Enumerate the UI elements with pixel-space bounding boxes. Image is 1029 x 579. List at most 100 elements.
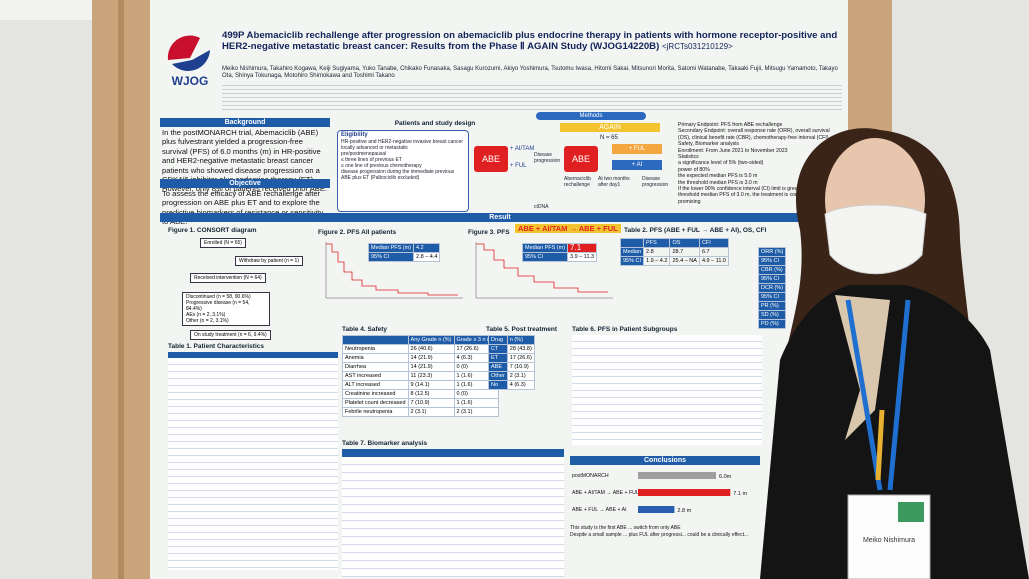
cell: 28.7 bbox=[669, 247, 700, 257]
figure-subtitle: All patients bbox=[361, 229, 397, 236]
sample-size: N = 65 bbox=[600, 135, 618, 141]
cell: 14 (21.9) bbox=[407, 362, 455, 372]
consort-text: AEs (n = 2, 3.1%) bbox=[186, 312, 226, 318]
cell: 2.8 – 4.4 bbox=[413, 252, 441, 262]
endpoint-item: Secondary Endpoint: overall response rat… bbox=[678, 128, 830, 148]
header-cell: PFS bbox=[643, 238, 671, 248]
cell: Neutropenia bbox=[342, 344, 409, 354]
cell: 2 (3.1) bbox=[506, 371, 535, 381]
cell: Median bbox=[619, 247, 645, 257]
eligibility-item: HR-positive and HER2-negative invasive b… bbox=[341, 139, 464, 145]
cell: Median PFS (m) bbox=[367, 243, 415, 253]
table-title: Table 6. PFS in Patient Subgroups bbox=[572, 326, 678, 333]
header-cell bbox=[619, 238, 645, 248]
header-cell: n (%) bbox=[506, 335, 535, 345]
table-wrap: ORR (%) 95% CI CBR (%) 95% CI DCR (%) 95% CI P… bbox=[757, 247, 787, 329]
arm-label: + FUL bbox=[510, 163, 527, 169]
consort-text: Progressive disease (n = 54, 84.4%) bbox=[186, 300, 250, 312]
table-row: AST increased 11 (23.3) 1 (1.6) bbox=[342, 371, 499, 381]
table-title: Table 2. PFS (ABE + FUL → ABE + AI), OS,… bbox=[624, 227, 767, 234]
eligibility-item: disease progression during the immediate… bbox=[341, 169, 455, 181]
section-heading: Patients and study design bbox=[394, 120, 476, 127]
conclusion-chart: postMONARCH 6.0m ABE + AI/TAM → ABE + FUL 7… bbox=[572, 472, 747, 514]
cell: AST increased bbox=[342, 371, 409, 381]
cell: 2 (3.1) bbox=[407, 407, 455, 417]
endpoint-item: Primary Endpoint: PFS from ABE rechallen… bbox=[678, 122, 783, 128]
conclusion-point: This study is the first ABE ... switch f… bbox=[570, 525, 681, 531]
table-title: Table 4. Safety bbox=[342, 326, 388, 333]
figure-title: Figure 2. PFS All patients bbox=[318, 229, 396, 236]
cell: 7 (10.9) bbox=[407, 398, 455, 408]
table: PFS OS CFI Median 2.8 28.7 6.7 95% CI 1.9 – 4.2 2… bbox=[619, 238, 730, 266]
arm-label: + FUL bbox=[612, 144, 662, 154]
badge-name: Meiko Nishimura bbox=[863, 537, 915, 544]
km-plot bbox=[475, 242, 613, 299]
logo-mark bbox=[172, 50, 210, 71]
table-row: 95% CI 1.9 – 4.2 25.4 – NA 4.9 – 11.0 bbox=[619, 256, 730, 266]
value-label: 6.0m bbox=[719, 474, 732, 480]
cell: PD (%) bbox=[757, 319, 787, 329]
bar-label: postMONARCH bbox=[572, 473, 609, 479]
header-cell: OS bbox=[669, 238, 700, 248]
cell: 26 (40.6) bbox=[407, 344, 455, 354]
figure-title-text: Figure 2. PFS bbox=[318, 229, 360, 236]
consort-box: On study treatment (n = 6, 9.4%) bbox=[190, 330, 271, 340]
cell: 1.9 – 4.2 bbox=[643, 256, 671, 266]
cell: 7 (10.9) bbox=[506, 362, 535, 372]
result-banner: ABE + AI/TAM → ABE + FUL bbox=[515, 224, 621, 233]
consort-box: Discontinued (n = 58, 90.6%) Progressive… bbox=[182, 292, 270, 326]
table-body bbox=[168, 352, 338, 570]
endpoint-item: Enrollment: From June 2021 to November 2… bbox=[678, 147, 788, 154]
logo: WJOG bbox=[167, 35, 210, 88]
conclusion-point: Despite a small sample ... plus FUL afte… bbox=[570, 532, 749, 538]
logo-text: WJOG bbox=[172, 74, 209, 88]
header-cell bbox=[342, 335, 409, 345]
table-title: Table 1. Patient Characteristics bbox=[168, 343, 264, 350]
cell: 17 (26.6) bbox=[506, 353, 535, 363]
table-wrap: Drug n (%) CT 28 (43.8) ET 17 (26.6) ABE 7 (10.… bbox=[488, 335, 535, 390]
median-table: Median PFS (m) 4.2 95% CI 2.8 – 4.4 bbox=[367, 243, 441, 262]
header-cell: CFI bbox=[698, 238, 730, 248]
consort-box: Received intervention (N = 64) bbox=[190, 273, 266, 283]
figure-title: Figure 1. CONSORT diagram bbox=[168, 227, 257, 234]
cell: Creatinine increased bbox=[342, 389, 409, 399]
cell: 28 (43.8) bbox=[506, 344, 535, 354]
table-row: PFS OS CFI bbox=[619, 238, 730, 248]
median-table: Median PFS (m) 7.1 95% CI 3.9 – 11.3 bbox=[521, 243, 598, 262]
endpoints: Primary Endpoint: PFS from ABE rechallen… bbox=[678, 122, 838, 205]
person: Meiko Nishimura bbox=[760, 128, 1029, 579]
value-label: 7.1 m bbox=[733, 491, 747, 497]
cell: Diarrhea bbox=[342, 362, 409, 372]
cell: 4.9 – 11.0 bbox=[698, 256, 730, 266]
table-row: PD (%) bbox=[757, 319, 787, 329]
endpoint-item: the expected median PFS is 5.0 m bbox=[678, 173, 758, 180]
table-row: Febrile neutropenia 2 (3.1) 2 (3.1) bbox=[342, 407, 499, 417]
table-row: CT 28 (43.8) bbox=[488, 344, 535, 354]
methods-note: Abemaciclib rechallenge bbox=[564, 176, 591, 188]
study-arrow: AGAIN bbox=[560, 123, 660, 132]
cell: CT bbox=[488, 344, 508, 354]
cell: Platelet count decreased bbox=[342, 398, 409, 408]
poster-title: Abemaciclib rechallenge after progressio… bbox=[222, 30, 838, 52]
consort-text: Other (n = 2, 3.1%) bbox=[186, 318, 229, 324]
section-heading: Result bbox=[160, 213, 840, 222]
cell: 11 (23.3) bbox=[407, 371, 455, 381]
table-row: Creatinine increased 8 (12.5) 0 (0) bbox=[342, 389, 499, 399]
conclusion-points: This study is the first ABE ... switch f… bbox=[570, 525, 760, 539]
table-body bbox=[572, 335, 762, 445]
poster-id: 499P bbox=[222, 30, 245, 41]
section-heading: Conclusions bbox=[570, 456, 760, 465]
arm-box: ABE bbox=[564, 146, 598, 172]
methods-note: ctDNA bbox=[534, 204, 549, 210]
km-curve bbox=[326, 243, 458, 296]
table-wrap: Any Grade n (%) Grade ≥ 3 n (%) Neutropeni… bbox=[342, 335, 499, 417]
eligibility-item: pre/postmenopausal bbox=[341, 151, 387, 157]
eligibility-item: ≤ three lines of previous ET bbox=[341, 157, 402, 163]
wall-panel bbox=[0, 0, 92, 20]
registry: <jRCTs031210129> bbox=[661, 42, 733, 51]
bar bbox=[638, 506, 675, 513]
cell: 3.9 – 11.3 bbox=[567, 252, 598, 262]
value-label: 2.8 m bbox=[677, 508, 691, 514]
table-title: Table 5. Post treatment bbox=[486, 326, 558, 333]
